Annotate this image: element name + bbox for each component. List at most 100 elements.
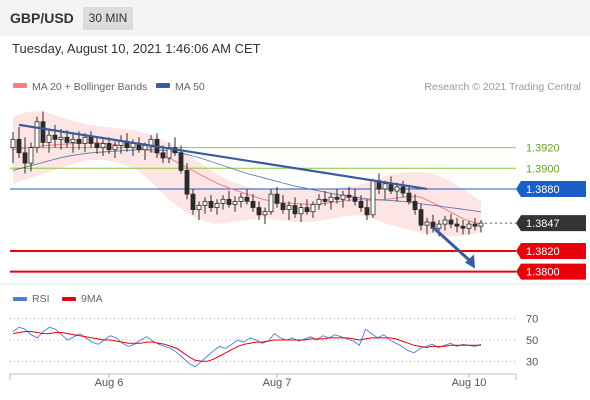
- rsi-tick-label-2: 30: [526, 356, 538, 368]
- candle-body-44: [274, 193, 280, 204]
- candle-body-47: [292, 205, 298, 215]
- candle-body-53: [328, 196, 334, 202]
- candle-body-77: [472, 223, 478, 227]
- candle-body-31: [196, 205, 202, 211]
- candle-body-60: [370, 180, 376, 216]
- forecast-arrow-head: [465, 254, 475, 269]
- candle-body-73: [448, 219, 454, 225]
- rsi-ma-legend-swatch: [62, 297, 76, 301]
- candle-body-51: [316, 198, 322, 205]
- rsi-legend-label: RSI: [32, 293, 50, 305]
- candle-body-55: [340, 194, 346, 200]
- candle-body-52: [322, 198, 328, 202]
- candle-body-78: [478, 222, 484, 227]
- price-level-tag-5: [516, 263, 586, 280]
- candle-body-50: [310, 204, 316, 213]
- candle-body-14: [94, 143, 100, 149]
- header-bar: GBP/USD 30 MIN: [0, 0, 590, 36]
- candle-body-72: [442, 219, 448, 225]
- price-level-tag-2: [516, 180, 586, 197]
- x-axis-label-2: Aug 10: [452, 377, 487, 389]
- candle-body-34: [214, 203, 220, 208]
- rsi-tick-label-0: 70: [526, 314, 538, 326]
- candle-body-35: [220, 198, 226, 204]
- candle-body-37: [232, 200, 238, 205]
- x-axis-label-0: Aug 6: [95, 377, 124, 389]
- candle-body-76: [466, 223, 472, 229]
- timeframe-button[interactable]: 30 MIN: [83, 7, 133, 30]
- candle-body-57: [352, 196, 358, 202]
- candle-body-63: [388, 183, 394, 192]
- candle-body-42: [262, 211, 268, 216]
- ma50-legend-swatch: [156, 83, 170, 88]
- bb-legend-label: MA 20 + Bollinger Bands: [32, 81, 147, 93]
- candle-body-15: [100, 143, 106, 149]
- candle-body-25: [160, 152, 166, 159]
- candle-body-65: [400, 186, 406, 194]
- resistance-trendline: [18, 123, 428, 191]
- price-level-label-0: 1.3920: [526, 143, 560, 155]
- candle-body-71: [436, 223, 442, 229]
- rsi-legend-swatch: [13, 297, 27, 301]
- candle-body-62: [382, 183, 388, 190]
- candle-body-4: [34, 121, 40, 149]
- ma50-legend-label: MA 50: [175, 81, 205, 93]
- candle-body-1: [16, 138, 22, 154]
- candle-body-41: [256, 207, 262, 216]
- candle-body-6: [46, 134, 52, 143]
- price-level-tag-4: [516, 242, 586, 259]
- candle-body-49: [304, 207, 310, 213]
- candle-body-33: [208, 200, 214, 208]
- candle-body-7: [52, 134, 58, 140]
- rsi-line: [12, 326, 482, 368]
- candle-body-68: [418, 209, 424, 226]
- candle-body-8: [58, 136, 64, 140]
- candle-body-28: [178, 152, 184, 171]
- candle-body-16: [106, 143, 112, 151]
- candle-body-38: [238, 196, 244, 202]
- x-axis-label-1: Aug 7: [263, 377, 292, 389]
- datetime-label: Tuesday, August 10, 2021 1:46:06 AM CET: [12, 41, 261, 56]
- candle-body-59: [364, 207, 370, 216]
- candle-body-5: [40, 121, 46, 143]
- candle-body-75: [460, 225, 466, 229]
- symbol-label: GBP/USD: [10, 10, 74, 26]
- price-level-label-2: 1.3880: [526, 184, 560, 196]
- rsi-tick-label-1: 50: [526, 335, 538, 347]
- copyright-text: Research © 2021 Trading Central: [424, 81, 581, 93]
- candle-body-17: [112, 145, 118, 151]
- price-level-label-5: 1.3800: [526, 267, 560, 279]
- candle-body-11: [76, 138, 82, 144]
- candle-body-36: [226, 198, 232, 205]
- candle-body-54: [334, 196, 340, 200]
- bb-legend-swatch: [13, 83, 27, 88]
- x-axis: Aug 6 Aug 7 Aug 10: [9, 373, 517, 389]
- candle-body-43: [268, 193, 274, 213]
- candle-body-74: [454, 223, 460, 227]
- candle-body-32: [202, 200, 208, 206]
- forecast-arrow-shaft: [431, 226, 475, 265]
- candle-body-46: [286, 205, 292, 211]
- candle-body-48: [298, 207, 304, 215]
- candle-body-2: [22, 152, 28, 164]
- candle-body-67: [412, 200, 418, 211]
- candle-body-56: [346, 194, 352, 198]
- candle-body-69: [424, 221, 430, 226]
- candle-body-30: [190, 193, 196, 211]
- candle-body-0: [10, 138, 16, 149]
- candle-body-66: [406, 192, 412, 202]
- ma50-line: [12, 149, 482, 213]
- candle-body-13: [88, 136, 94, 144]
- candle-body-9: [64, 136, 70, 143]
- price-level-label-4: 1.3820: [526, 246, 560, 258]
- candle-body-45: [280, 203, 286, 211]
- candle-body-3: [28, 147, 34, 164]
- candle-body-39: [244, 196, 250, 202]
- rsi-ma-legend-label: 9MA: [81, 293, 103, 305]
- price-level-label-1: 1.3900: [526, 163, 560, 175]
- rsi-ma-line: [12, 331, 481, 362]
- candle-body-10: [70, 138, 76, 143]
- price-level-label-3: 1.3847: [526, 218, 560, 230]
